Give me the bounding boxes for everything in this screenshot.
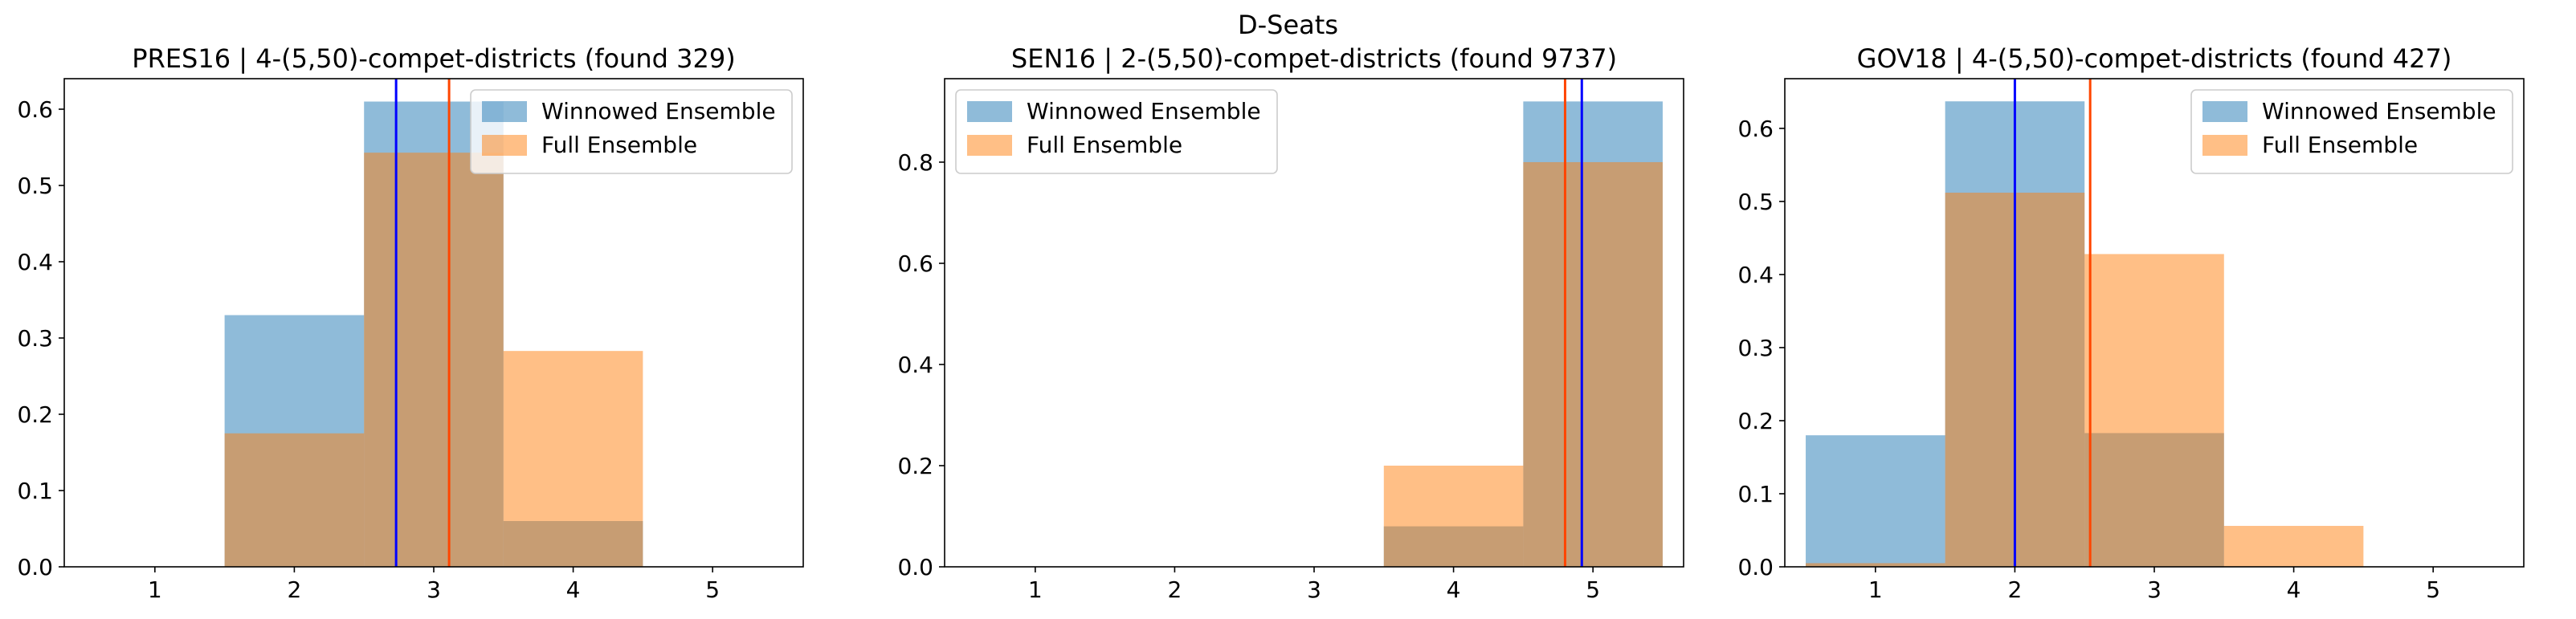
x-tick-label-1: 1: [1028, 576, 1043, 603]
legend-swatch-2: [2202, 135, 2247, 156]
legend-swatch-1: [967, 101, 1012, 122]
legend-box: [955, 89, 1278, 174]
y-tick-label-5: 0.4: [1737, 262, 1774, 288]
bar-series2-bin1: [224, 433, 365, 567]
legend: Winnowed Ensemble Full Ensemble: [2190, 89, 2513, 174]
x-tick-label-3: 3: [1307, 576, 1321, 603]
y-tick-label-3: 0.2: [1737, 408, 1774, 434]
bar-series2-bin3: [503, 351, 643, 567]
legend-label-1: Winnowed Ensemble: [2262, 98, 2496, 124]
legend-label-1: Winnowed Ensemble: [541, 98, 776, 124]
x-tick-label-4: 4: [566, 576, 581, 603]
legend-swatch-1: [482, 101, 527, 122]
legend-swatch-1: [2202, 101, 2247, 122]
x-tick-label-1: 1: [1868, 576, 1883, 603]
y-tick-label-5: 0.8: [897, 149, 933, 176]
x-tick-label-2: 2: [1168, 576, 1182, 603]
x-tick-label-5: 5: [2426, 576, 2440, 603]
legend-box: [2190, 89, 2513, 174]
y-tick-label-4: 0.3: [17, 325, 53, 352]
x-tick-label-2: 2: [2008, 576, 2023, 603]
bar-series2-bin1: [1806, 563, 1945, 567]
y-tick-label-3: 0.4: [897, 352, 933, 378]
y-tick-label-1: 0.0: [897, 554, 933, 580]
chart-title: GOV18 | 4-(5,50)-compet-districts (found…: [1857, 43, 2452, 74]
bar-series2-bin2: [1523, 161, 1663, 567]
bar-series2-bin2: [364, 153, 504, 567]
y-tick-label-4: 0.6: [897, 250, 933, 277]
y-tick-label-1: 0.0: [17, 554, 53, 580]
figure-suptitle: D-Seats: [1237, 10, 1338, 40]
legend: Winnowed Ensemble Full Ensemble: [955, 89, 1278, 174]
bar-series1-bin1: [1806, 435, 1945, 567]
x-tick-label-2: 2: [288, 576, 302, 603]
x-tick-label-4: 4: [2287, 576, 2301, 603]
y-tick-label-2: 0.1: [17, 478, 53, 504]
bar-series2-bin4: [2223, 526, 2364, 567]
legend-box: [470, 89, 793, 174]
bar-series2-bin3: [2084, 254, 2224, 567]
y-tick-label-2: 0.1: [1737, 481, 1774, 507]
legend-label-2: Full Ensemble: [541, 132, 697, 158]
x-tick-label-3: 3: [2147, 576, 2162, 603]
x-tick-label-5: 5: [1586, 576, 1600, 603]
legend-label-1: Winnowed Ensemble: [1027, 98, 1261, 124]
y-tick-label-6: 0.5: [17, 173, 53, 199]
y-tick-label-2: 0.2: [897, 453, 933, 479]
y-tick-label-7: 0.6: [1737, 116, 1774, 142]
x-tick-label-4: 4: [1447, 576, 1461, 603]
y-tick-label-7: 0.6: [17, 96, 53, 123]
x-tick-label-1: 1: [148, 576, 162, 603]
chart-panel-1: 1 2 3 4 5 0.0 0.1 0.2 0.3 0.4 0.5 0.6 PRES16 | 4-(5,…: [17, 43, 804, 603]
bar-series2-bin1: [1383, 465, 1524, 567]
chart-title: PRES16 | 4-(5,50)-compet-districts (foun…: [132, 43, 735, 74]
y-tick-label-6: 0.5: [1737, 189, 1774, 215]
legend-label-2: Full Ensemble: [1027, 132, 1182, 158]
legend-swatch-2: [482, 135, 527, 156]
y-tick-label-4: 0.3: [1737, 335, 1774, 361]
y-tick-label-5: 0.4: [17, 249, 53, 275]
x-tick-label-3: 3: [427, 576, 441, 603]
legend: Winnowed Ensemble Full Ensemble: [470, 89, 793, 174]
legend-label-2: Full Ensemble: [2262, 132, 2418, 158]
chart-title: SEN16 | 2-(5,50)-compet-districts (found…: [1011, 43, 1617, 74]
chart-panel-3: 1 2 3 4 5 0.0 0.1 0.2 0.3 0.4 0.5 0.6 GOV18 | 4-(5,5…: [1737, 43, 2525, 603]
legend-swatch-2: [967, 135, 1012, 156]
chart-panel-2: 1 2 3 4 5 0.0 0.2 0.4 0.6 0.8 SEN16 | 2-(5,50)-com…: [897, 43, 1684, 603]
y-tick-label-3: 0.2: [17, 401, 53, 428]
y-tick-label-1: 0.0: [1737, 554, 1774, 580]
x-tick-label-5: 5: [705, 576, 720, 603]
